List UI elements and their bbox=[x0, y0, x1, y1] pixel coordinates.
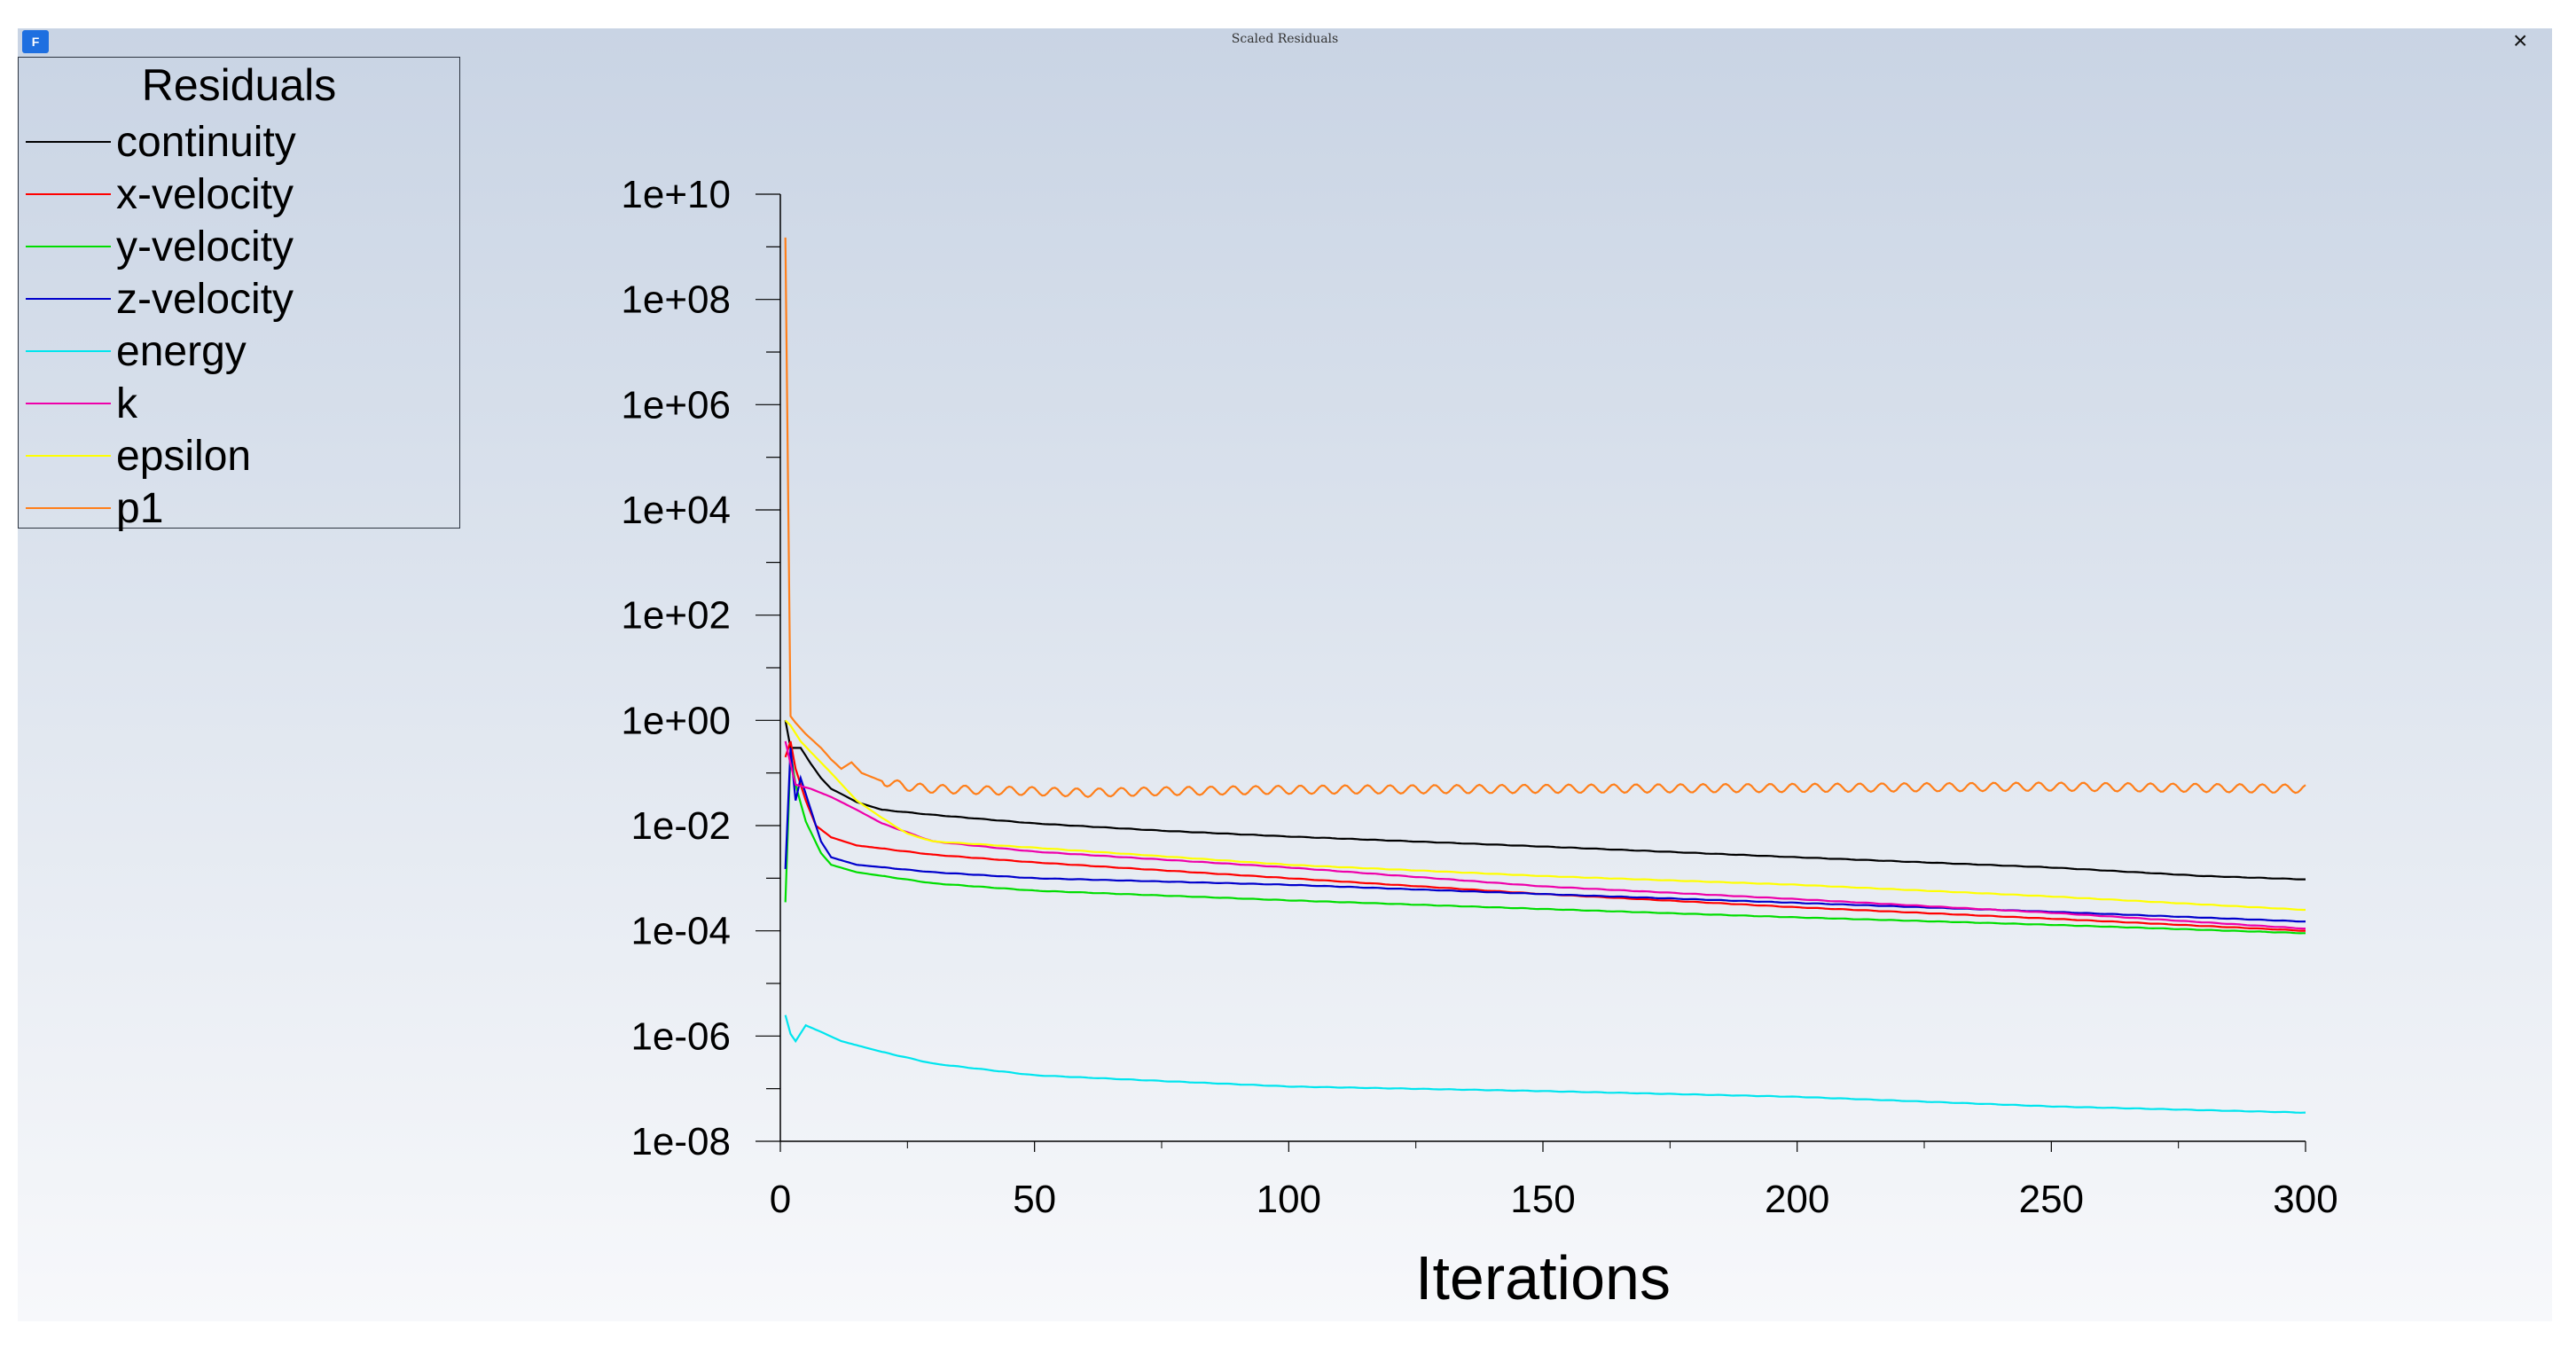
legend: Residuals continuity x-velocity y-veloci… bbox=[18, 57, 460, 532]
legend-swatch bbox=[26, 403, 111, 404]
series-line-energy bbox=[784, 1014, 2306, 1114]
legend-item-x-velocity: x-velocity bbox=[19, 168, 459, 221]
legend-label: energy bbox=[116, 328, 247, 375]
series-line-p1 bbox=[784, 237, 2306, 798]
legend-item-energy: energy bbox=[19, 325, 459, 378]
residuals-window: F Scaled Residuals × bbox=[18, 28, 2552, 1321]
legend-swatch bbox=[26, 141, 111, 143]
x-tick-label: 150 bbox=[1510, 1178, 1575, 1221]
legend-item-k: k bbox=[19, 378, 459, 430]
x-tick-label: 300 bbox=[2273, 1178, 2337, 1221]
axis-labels: 1e+10 1e+08 1e+06 1e+04 1e+02 1e+00 1e-02 1e-04… bbox=[621, 173, 2337, 1312]
legend-item-y-velocity: y-velocity bbox=[19, 221, 459, 273]
legend-label: k bbox=[116, 380, 137, 427]
y-tick-label: 1e-06 bbox=[630, 1014, 731, 1058]
legend-label: z-velocity bbox=[116, 276, 294, 323]
x-tick-label: 50 bbox=[1013, 1178, 1056, 1221]
x-tick-label: 200 bbox=[1765, 1178, 1829, 1221]
fluent-app-icon[interactable]: F bbox=[22, 30, 49, 53]
legend-swatch bbox=[26, 193, 111, 195]
y-tick-label: 1e+06 bbox=[621, 383, 731, 427]
x-tick-label: 100 bbox=[1257, 1178, 1321, 1221]
legend-title: Residuals bbox=[141, 60, 337, 110]
legend-item-epsilon: epsilon bbox=[19, 430, 459, 482]
y-tick-label: 1e+10 bbox=[621, 173, 731, 216]
legend-swatch bbox=[26, 298, 111, 300]
legend-label: p1 bbox=[116, 485, 164, 532]
window-title: Scaled Residuals bbox=[1231, 32, 1339, 46]
x-axis-title: Iterations bbox=[1415, 1243, 1671, 1312]
y-tick-label: 1e+08 bbox=[621, 278, 731, 322]
series-line-continuity bbox=[784, 720, 2306, 881]
legend-swatch bbox=[26, 350, 111, 352]
y-tick-label: 1e-02 bbox=[630, 804, 731, 848]
legend-item-z-velocity: z-velocity bbox=[19, 273, 459, 325]
legend-swatch bbox=[26, 507, 111, 509]
series-line-k bbox=[784, 740, 2306, 930]
legend-label: y-velocity bbox=[116, 223, 294, 270]
x-tick-label: 0 bbox=[770, 1178, 791, 1221]
y-tick-label: 1e-08 bbox=[630, 1120, 731, 1163]
series-line-z-velocity bbox=[784, 748, 2306, 923]
axes bbox=[756, 193, 2306, 1152]
legend-item-continuity: continuity bbox=[19, 116, 459, 168]
x-tick-label: 250 bbox=[2019, 1178, 2084, 1221]
series-line-x-velocity bbox=[784, 740, 2306, 932]
y-tick-label: 1e-04 bbox=[630, 910, 731, 953]
legend-item-p1: p1 bbox=[19, 482, 459, 535]
y-tick-label: 1e+02 bbox=[621, 594, 731, 638]
legend-label: x-velocity bbox=[116, 171, 294, 218]
legend-label: epsilon bbox=[116, 433, 252, 480]
legend-swatch bbox=[26, 455, 111, 457]
series-lines bbox=[784, 237, 2306, 1114]
legend-swatch bbox=[26, 246, 111, 247]
y-tick-label: 1e+04 bbox=[621, 489, 731, 532]
close-icon[interactable]: × bbox=[2513, 27, 2528, 54]
legend-label: continuity bbox=[116, 119, 296, 166]
y-tick-label: 1e+00 bbox=[621, 699, 731, 742]
series-line-y-velocity bbox=[784, 751, 2306, 935]
series-line-epsilon bbox=[784, 719, 2306, 912]
